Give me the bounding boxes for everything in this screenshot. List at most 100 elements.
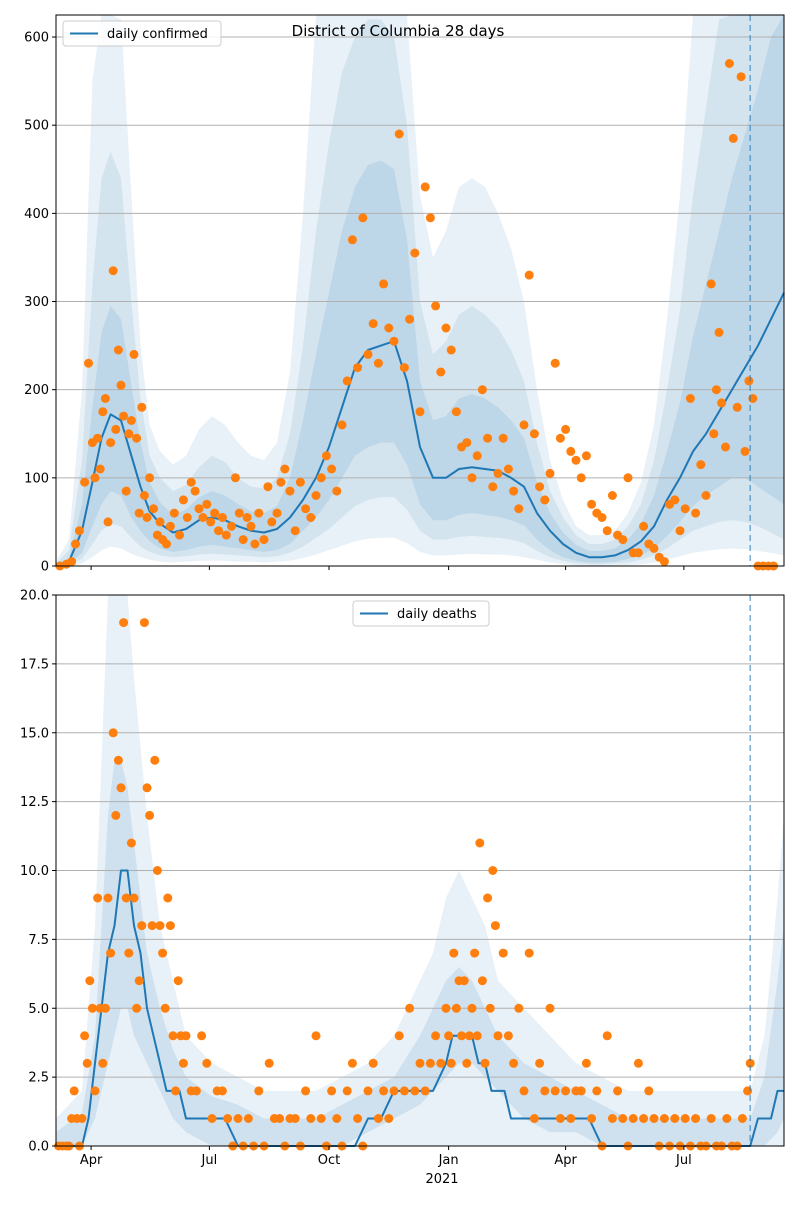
deaths-data-point [197,1031,207,1041]
deaths-data-point [93,893,103,903]
deaths-data-point [111,810,121,820]
confirmed-data-point [67,557,77,567]
confirmed-data-point [238,535,248,545]
confirmed-data-point [503,464,513,474]
confirmed-data-point [714,327,724,337]
deaths-y-tick-label: 7.5 [28,933,49,948]
deaths-data-point [529,1114,539,1123]
deaths-data-point [217,1086,227,1096]
deaths-data-point [633,1058,643,1068]
deaths-data-point [490,921,500,931]
confirmed-y-tick-label: 100 [24,471,49,486]
deaths-data-point [509,1058,519,1068]
confirmed-data-point [272,508,282,518]
confirmed-data-point [74,526,84,536]
deaths-data-point [639,1114,649,1123]
confirmed-data-point [321,451,331,461]
x-tick-label: Jul [675,1153,692,1168]
confirmed-data-point [267,517,277,527]
confirmed-data-point [316,473,326,483]
confirmed-data-point [306,513,316,522]
confirmed-data-point [691,508,701,518]
deaths-data-point [550,1086,560,1096]
deaths-data-point [399,1086,409,1096]
deaths-y-tick-label: 5.0 [28,1002,49,1017]
deaths-data-point [191,1086,201,1096]
confirmed-y-tick-label: 200 [24,383,49,398]
deaths-data-point [142,783,152,793]
deaths-data-point [124,948,134,958]
confirmed-data-point [420,182,430,192]
confirmed-data-point [384,323,394,333]
deaths-data-point [254,1086,264,1096]
confirmed-data-point [514,504,524,514]
confirmed-data-point [337,420,347,430]
deaths-data-point [82,1058,92,1068]
deaths-data-point [441,1003,451,1013]
confirmed-data-point [431,301,441,311]
deaths-data-point [535,1058,545,1068]
confirmed-data-point [169,508,179,518]
deaths-data-point [152,866,162,875]
deaths-data-point [691,1114,701,1123]
confirmed-data-point [597,513,607,522]
deaths-y-tick-label: 20.0 [20,589,49,604]
confirmed-data-point [633,548,643,558]
deaths-data-point [425,1058,435,1068]
confirmed-data-point [342,376,352,386]
confirmed-data-point [744,376,754,386]
deaths-data-point [165,921,175,931]
confirmed-data-point [327,464,337,474]
x-tick-label: Apr [80,1153,103,1168]
confirmed-data-point [446,345,456,355]
deaths-data-point [145,810,155,820]
confirmed-data-point [149,504,158,514]
confirmed-data-point [696,460,706,470]
confirmed-data-point [477,385,487,395]
deaths-data-point [485,1003,495,1013]
confirmed-data-point [706,279,716,289]
confirmed-data-point [119,411,129,421]
deaths-data-point [420,1086,430,1096]
confirmed-data-point [498,433,508,443]
confirmed-data-point [124,429,134,439]
deaths-data-point [545,1003,555,1013]
confirmed-data-point [113,345,123,355]
deaths-data-point [134,976,144,986]
confirmed-data-point [71,539,80,549]
confirmed-data-point [139,491,149,500]
confirmed-data-point [675,526,685,536]
confirmed-data-point [709,429,719,439]
deaths-data-point [722,1114,732,1123]
confirmed-data-point [472,451,482,461]
deaths-data-point [150,755,160,765]
deaths-data-point [98,1058,108,1068]
confirmed-legend[interactable]: daily confirmed [62,20,222,47]
deaths-data-point [524,948,534,958]
confirmed-data-point [311,491,321,500]
confirmed-data-point [379,279,389,289]
deaths-y-ticks: 0.0 2.5 5.0 7.5 10.0 12.5 15.0 17.5 20.0 [20,589,56,1155]
deaths-legend[interactable]: daily deaths [352,600,490,627]
deaths-data-point [394,1031,404,1041]
confirmed-data-point [535,482,545,492]
confirmed-data-point [670,495,680,505]
confirmed-data-point [254,508,264,518]
deaths-y-tick-label: 10.0 [20,864,49,879]
deaths-band-outer [56,595,784,1146]
deaths-data-point [243,1114,253,1123]
deaths-data-point [342,1086,352,1096]
deaths-data-point [171,1086,181,1096]
deaths-data-point [745,1058,755,1068]
confirmed-data-point [529,429,539,439]
deaths-data-point [483,893,493,903]
deaths-data-point [480,1058,490,1068]
deaths-data-point [223,1114,233,1123]
deaths-data-point [100,1003,110,1013]
deaths-data-point [168,1031,178,1041]
confirmed-data-point [425,213,435,223]
confirmed-data-point [301,504,311,514]
deaths-plot-frame [55,594,785,1147]
deaths-data-point [87,1003,97,1013]
